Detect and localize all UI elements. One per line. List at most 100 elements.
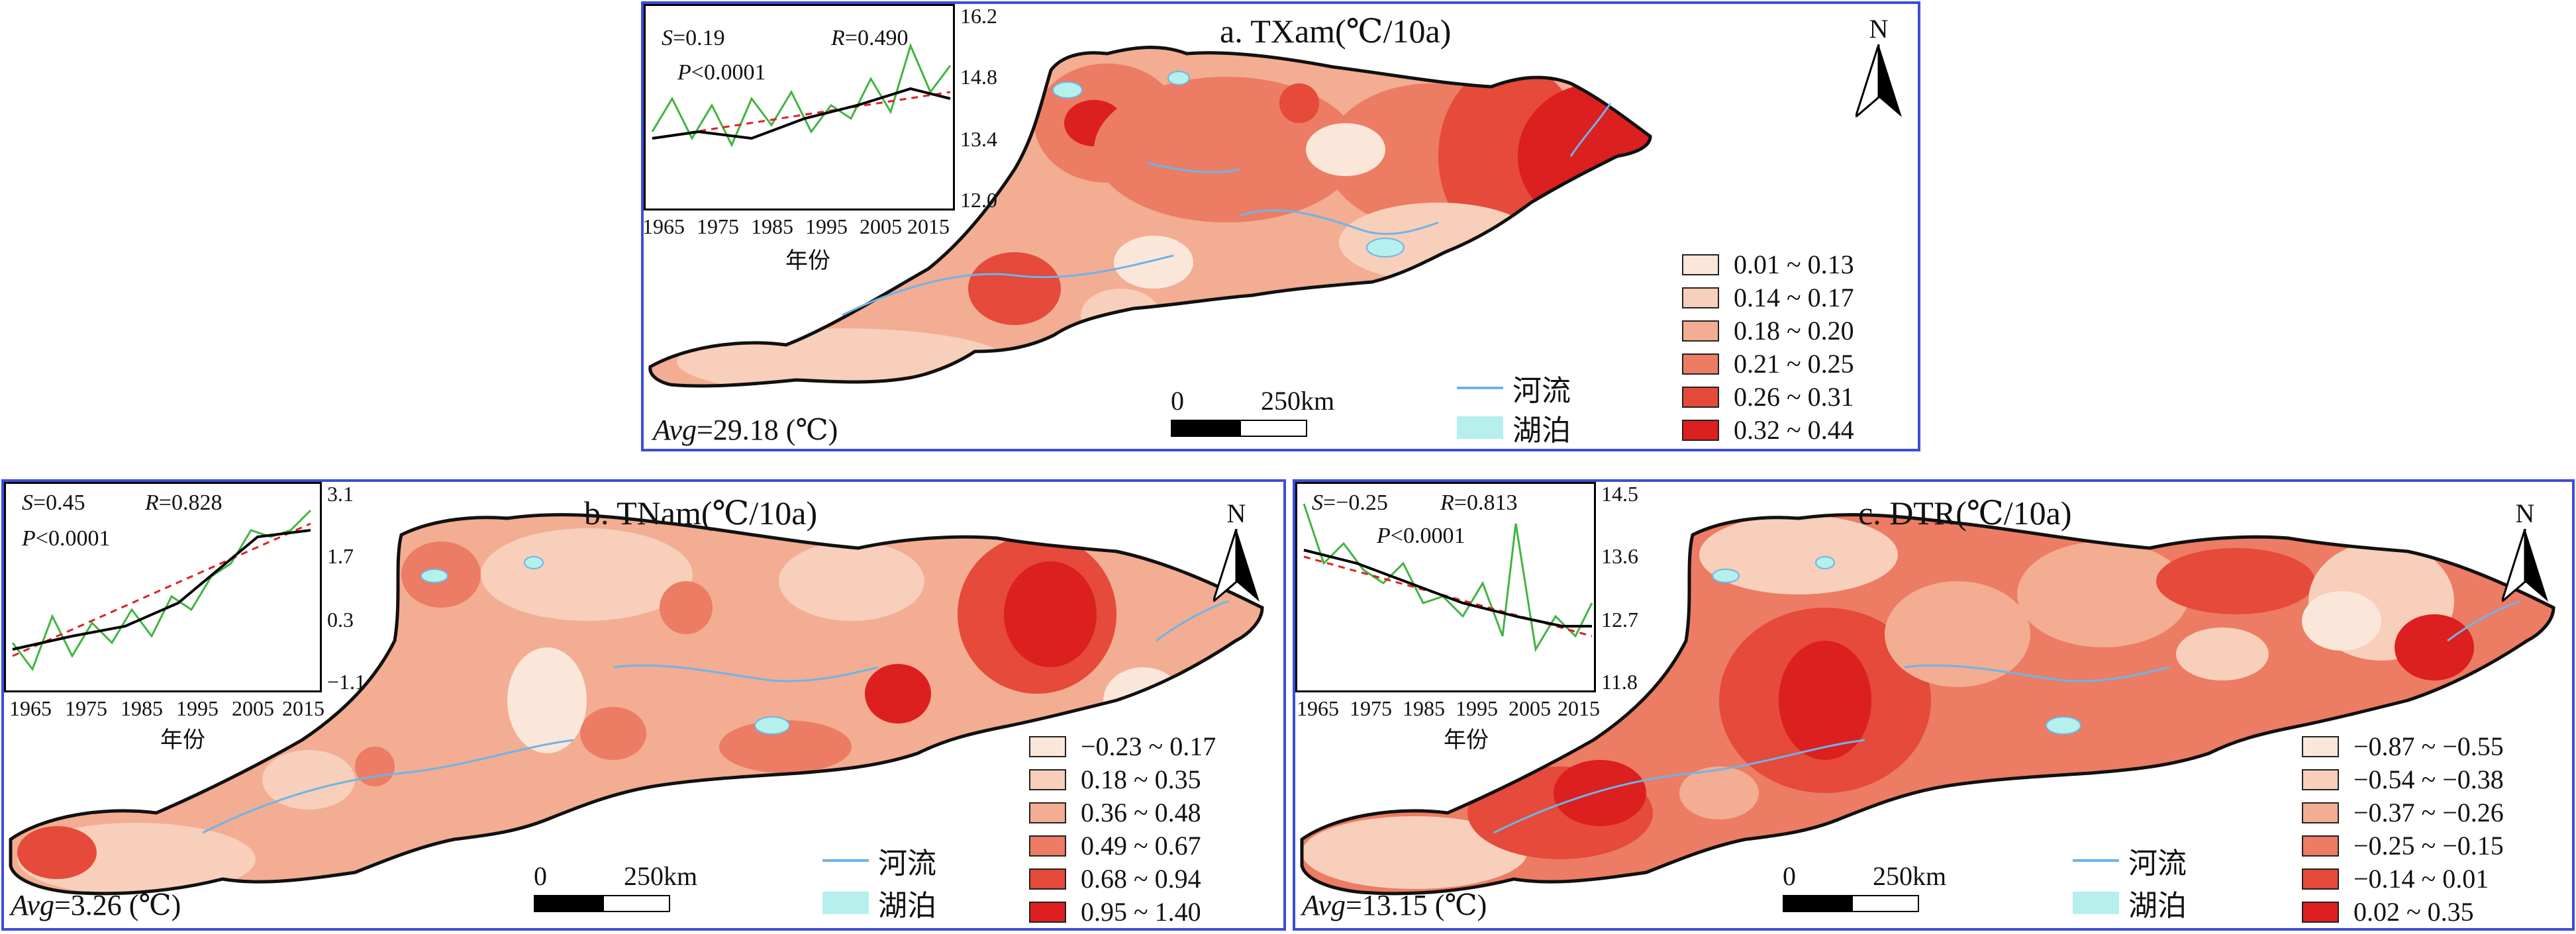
x-tick: 1995 (176, 696, 219, 720)
panel-title: c. DTR(℃/10a) (1858, 494, 2072, 532)
legend-river: 河流 (1457, 367, 1571, 409)
legend-lake: 湖泊 (822, 882, 936, 924)
moving-average-line (12, 529, 311, 651)
river-icon (822, 859, 869, 862)
north-arrow: N (1853, 13, 1902, 120)
north-arrow-icon (1211, 528, 1260, 605)
slope-annotation: S=0.19 (662, 26, 725, 50)
time-series-chart (11, 509, 312, 672)
y-tick: 3.1 (327, 482, 354, 506)
legend-class: 0.95 ~ 1.40 (1029, 896, 1201, 927)
x-tick: 2015 (1558, 696, 1600, 720)
x-tick: 1985 (751, 214, 793, 238)
x-tick: 1975 (65, 696, 107, 720)
region-map (648, 46, 1652, 388)
x-axis-label: 年份 (1444, 728, 1489, 753)
legend-class: 0.36 ~ 0.48 (1029, 797, 1201, 828)
river-icon (1457, 387, 1503, 389)
time-series-chart (651, 42, 952, 148)
x-tick: 1965 (642, 214, 685, 238)
y-tick: 13.4 (960, 127, 997, 151)
legend-class: −0.23 ~ 0.17 (1029, 731, 1216, 762)
panel-title: a. TXam(℃/10a) (1220, 13, 1452, 50)
legend-lake: 湖泊 (2073, 882, 2187, 924)
legend-class: −0.87 ~ −0.55 (2302, 731, 2504, 762)
map-panel-dtr: c. DTR(℃/10a) S=−0.25 R=0.813 P<0.0001 1… (1293, 479, 2575, 931)
series-line (651, 42, 952, 148)
north-arrow-icon (1853, 44, 1902, 120)
river-icon (2073, 859, 2119, 862)
region-boundary (9, 513, 1264, 896)
x-tick: 2005 (1509, 696, 1551, 720)
north-arrow: N (2499, 498, 2548, 605)
slope-annotation: S=0.45 (22, 490, 85, 515)
y-tick: 0.3 (327, 608, 354, 631)
lakes (1712, 556, 2081, 735)
y-tick: 16.2 (960, 4, 997, 28)
legend-class: 0.49 ~ 0.67 (1029, 830, 1201, 861)
region-boundary (648, 46, 1652, 388)
x-tick: 1965 (9, 696, 52, 720)
x-tick: 1995 (805, 214, 848, 238)
x-tick: 2005 (232, 696, 274, 720)
x-tick: 2005 (860, 214, 902, 238)
x-tick: 1975 (1350, 696, 1392, 720)
north-arrow-icon (2499, 528, 2548, 605)
p-value-annotation: P<0.0001 (677, 60, 766, 85)
average-value: Avg=29.18 (℃) (653, 414, 838, 446)
series-line (1303, 503, 1593, 653)
legend-river: 河流 (822, 839, 936, 882)
series-line (11, 509, 312, 672)
x-tick: 1985 (121, 696, 163, 720)
map-panel-txam: a. TXam(℃/10a) S=0.19 R=0.490 P<0.0001 1… (641, 1, 1920, 451)
y-tick: 12.0 (960, 188, 997, 212)
moving-average-line (652, 87, 951, 140)
legend-river: 河流 (2073, 839, 2187, 882)
p-value-annotation: P<0.0001 (1377, 524, 1465, 548)
river-lines (1493, 600, 2521, 834)
correlation-annotation: R=0.813 (1440, 490, 1518, 515)
legend-lake: 湖泊 (1457, 406, 1571, 449)
average-value: Avg=3.26 (℃) (11, 889, 181, 921)
legend-class: −0.14 ~ 0.01 (2302, 863, 2489, 894)
map-panel-tnam: b. TNam(℃/10a) S=0.45 R=0.828 P<0.0001 3… (1, 479, 1286, 931)
time-series-chart (1303, 503, 1593, 653)
y-tick: 12.7 (1601, 608, 1638, 631)
legend-class: 0.18 ~ 0.35 (1029, 764, 1201, 795)
trend-line (652, 91, 951, 140)
x-axis-label: 年份 (160, 728, 205, 753)
lake-icon (822, 892, 869, 914)
legend-class: 0.18 ~ 0.20 (1682, 315, 1854, 346)
legend-class: 0.32 ~ 0.44 (1682, 414, 1854, 445)
river-lines (842, 103, 1612, 316)
correlation-annotation: R=0.490 (831, 26, 909, 50)
y-tick: 13.6 (1601, 544, 1638, 568)
lakes (421, 556, 790, 735)
time-series-inset: S=−0.25 R=0.813 P<0.0001 (1295, 482, 1596, 692)
x-tick: 1995 (1456, 696, 1498, 720)
y-tick: 11.8 (1601, 670, 1638, 694)
p-value-annotation: P<0.0001 (22, 526, 111, 551)
slope-annotation: S=−0.25 (1312, 490, 1388, 515)
legend-class: 0.01 ~ 0.13 (1682, 249, 1854, 280)
panel-title: b. TNam(℃/10a) (584, 494, 818, 532)
correlation-annotation: R=0.828 (145, 490, 223, 515)
moving-average-line (1303, 549, 1592, 628)
average-value: Avg=13.15 (℃) (1302, 889, 1487, 921)
time-series-inset: S=0.45 R=0.828 P<0.0001 (4, 482, 322, 692)
x-tick: 2015 (907, 214, 950, 238)
legend-class: 0.21 ~ 0.25 (1682, 348, 1854, 379)
region-map (9, 513, 1264, 896)
x-tick: 2015 (282, 696, 324, 720)
y-tick: −1.1 (327, 670, 366, 694)
region-boundary (1300, 513, 2555, 896)
x-tick: 1985 (1403, 696, 1445, 720)
x-tick: 1975 (697, 214, 739, 238)
legend-class: 0.14 ~ 0.17 (1682, 282, 1854, 313)
legend-class: −0.25 ~ −0.15 (2302, 830, 2504, 861)
y-tick: 14.8 (960, 65, 997, 89)
y-tick: 1.7 (327, 544, 354, 568)
legend-class: 0.26 ~ 0.31 (1682, 381, 1854, 412)
legend-class: −0.37 ~ −0.26 (2302, 797, 2504, 828)
region-map (1300, 513, 2555, 896)
